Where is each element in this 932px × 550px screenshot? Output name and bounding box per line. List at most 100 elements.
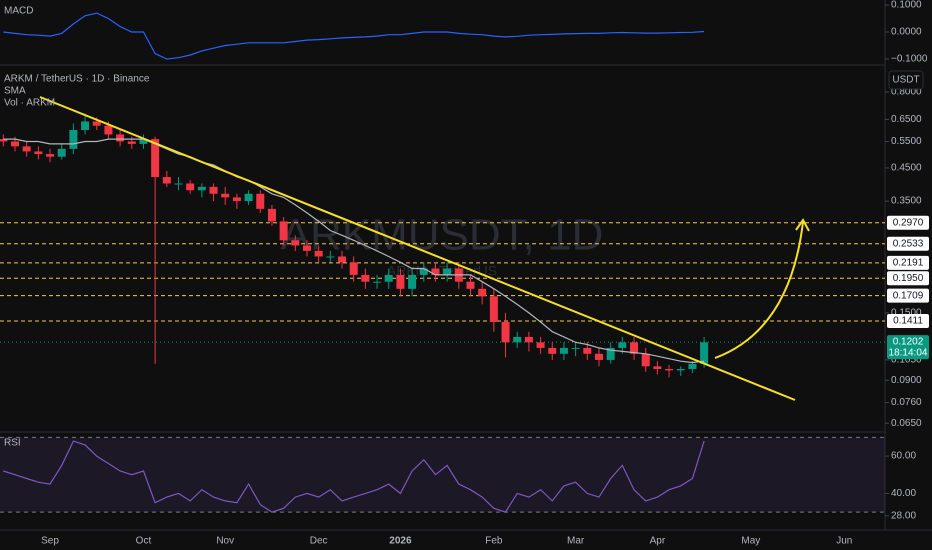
candle-body (209, 186, 218, 194)
candle-body (256, 193, 265, 209)
trend-line (39, 96, 796, 401)
legend-entry: SMA (4, 86, 26, 97)
candle-body (700, 342, 709, 364)
indicator-line (3, 12, 705, 60)
level-label: 0.1709 (893, 290, 924, 301)
level-label-box (887, 271, 929, 286)
pane-title: MACD (4, 6, 33, 17)
level-label: 0.1950 (893, 273, 924, 284)
x-tick-label: Dec (310, 536, 328, 547)
candle-body (291, 240, 300, 246)
y-tick-label: 60.00 (891, 451, 916, 462)
candle-body (57, 148, 66, 157)
level-label: 0.2970 (893, 217, 924, 228)
y-tick-label: 40.00 (891, 488, 916, 499)
candle-body (594, 353, 603, 360)
candle-body (606, 347, 615, 360)
level-label-box (887, 288, 929, 303)
rsi-band (0, 437, 885, 513)
x-tick-label: Feb (485, 536, 503, 547)
y-tick-label: 0.0760 (891, 397, 922, 408)
sma-line (3, 138, 705, 364)
pane (0, 113, 885, 378)
indicator-line (3, 440, 705, 513)
x-tick-label: Nov (216, 536, 234, 547)
watermark: ARKMUSDT, 1D (281, 211, 604, 260)
candle-body (244, 193, 253, 202)
y-tick-label: 0.0650 (891, 418, 922, 429)
pane (3, 12, 705, 60)
candle-body (279, 221, 288, 241)
candle-body (489, 296, 498, 322)
level-label: 0.1411 (893, 316, 923, 327)
candle-body (326, 256, 335, 258)
candle-body (349, 262, 358, 275)
y-tick-label: 0.0900 (891, 375, 922, 386)
candle-body (513, 336, 522, 343)
candle-body (396, 274, 405, 289)
y-tick-label: 0.0000 (891, 27, 922, 38)
y-tick-label: 0.1000 (891, 0, 922, 11)
level-label-box (887, 255, 929, 270)
candle-body (466, 281, 475, 289)
x-tick-label: May (741, 536, 760, 547)
candle-body (267, 208, 276, 222)
candle-body (478, 288, 487, 297)
candle-body (338, 256, 347, 263)
candle-body (583, 347, 592, 354)
candle-body (665, 369, 674, 371)
candle-body (127, 141, 136, 144)
candle-body (431, 268, 440, 275)
candle-body (22, 146, 31, 152)
level-label-box (887, 313, 929, 328)
candle-body (361, 274, 370, 282)
candle-body (630, 342, 639, 354)
candle-body (536, 342, 545, 348)
candle-body (92, 121, 101, 126)
y-tick-label: 28.00 (891, 510, 916, 521)
arrow-head (795, 218, 810, 232)
pane (0, 436, 885, 513)
x-tick-label: 2026 (389, 536, 412, 547)
y-tick-label: 0.4500 (891, 163, 922, 174)
candle-body (373, 281, 382, 283)
projection-arrow (714, 221, 804, 359)
candle-body (688, 363, 697, 370)
candle-body (232, 197, 241, 202)
currency-button[interactable] (888, 70, 924, 90)
candle-body (0, 139, 8, 142)
candle-body (302, 245, 311, 251)
candle-body (314, 250, 323, 257)
currency-label[interactable]: USDT (892, 75, 919, 86)
candle-body (501, 321, 510, 343)
candle-body (81, 121, 90, 130)
candle-body (186, 183, 195, 191)
candle-body (408, 274, 417, 289)
candle-body (139, 139, 148, 144)
candle-body (419, 268, 428, 275)
level-label-box (887, 215, 929, 230)
candle-body (559, 347, 568, 354)
y-tick-label: 0.1500 (891, 308, 922, 319)
candle-body (174, 183, 183, 185)
candle-body (46, 154, 55, 157)
y-tick-label: 0.6500 (891, 114, 922, 125)
candle-body (162, 177, 171, 184)
candle-body (384, 274, 393, 282)
y-tick-label: 0.1050 (891, 355, 922, 366)
candle-body (221, 193, 230, 198)
candle-body (618, 342, 627, 348)
y-tick-label: 0.8000 (891, 87, 922, 98)
candle-body (69, 129, 78, 149)
level-label: 0.2191 (893, 258, 924, 269)
countdown: 18:14:04 (889, 348, 928, 359)
candle-body (104, 125, 113, 135)
candle-body (571, 347, 580, 349)
candle-body (653, 366, 662, 370)
last-price-box (887, 335, 929, 360)
level-label: 0.2533 (893, 238, 924, 249)
last-price-label: 0.1202 (893, 337, 924, 348)
candle-body (151, 139, 160, 178)
level-label-box (887, 236, 929, 251)
